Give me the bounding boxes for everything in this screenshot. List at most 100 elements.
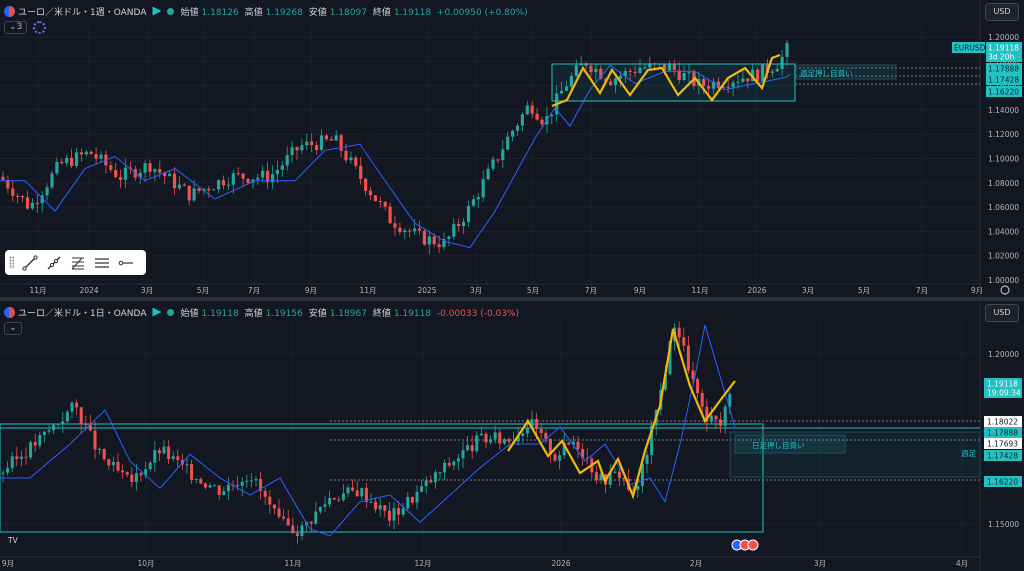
indicator-gear-icon[interactable] — [33, 21, 47, 34]
daily-candle — [295, 533, 299, 536]
weekly-candle — [217, 180, 221, 190]
annotation-box[interactable] — [795, 64, 897, 80]
weekly-candle — [707, 86, 711, 89]
daily-candle — [65, 411, 69, 422]
weekly-candle — [261, 170, 265, 178]
tradingview-logo: TV — [7, 536, 19, 545]
weekly-chart-title[interactable]: ユーロ／米ドル・1週・OANDA — [18, 7, 147, 18]
weekly-candle — [677, 70, 681, 81]
drawing-toolbar[interactable] — [5, 250, 146, 275]
weekly-candle — [114, 169, 118, 178]
pane-divider[interactable] — [0, 297, 1024, 301]
daily-candle — [567, 442, 571, 445]
weekly-candle — [207, 188, 211, 191]
flag-icon[interactable] — [152, 307, 162, 317]
time-tick-label: 11月 — [359, 286, 376, 295]
daily-candle — [217, 485, 221, 496]
flag-icon[interactable] — [152, 6, 162, 16]
price-tick-label: 1.10000 — [988, 155, 1019, 164]
daily-candle — [208, 485, 212, 488]
ray-tool[interactable] — [44, 254, 64, 272]
level-tag — [986, 86, 1022, 97]
price-tick-label: 1.20000 — [988, 33, 1019, 42]
weekly-candle — [177, 184, 181, 189]
weekly-candle — [609, 81, 613, 85]
daily-candle — [337, 499, 341, 501]
daily-candle — [558, 455, 562, 461]
weekly-moving-average-line — [0, 64, 791, 249]
daily-candle — [1, 472, 5, 474]
daily-chart-title[interactable]: ユーロ／米ドル・1日・OANDA — [18, 308, 147, 319]
countdown-label: 3d 20h — [988, 53, 1014, 62]
weekly-candle — [280, 165, 284, 170]
weekly-candle — [221, 180, 226, 186]
weekly-candle — [643, 67, 647, 69]
indicator-toggle[interactable]: ⌄ — [4, 322, 22, 335]
daily-candle — [272, 504, 276, 509]
weekly-candle — [564, 86, 569, 91]
weekly-chart-pane[interactable]: 1.200001.180001.160001.140001.120001.100… — [0, 0, 1024, 297]
weekly-candle — [172, 173, 177, 189]
weekly-candle — [94, 154, 98, 159]
time-tick-label: 11月 — [284, 559, 301, 568]
time-tick-label: 5月 — [197, 286, 209, 295]
time-tick-label: 9月 — [2, 559, 14, 568]
annotation-box[interactable] — [734, 434, 846, 454]
weekly-candle — [40, 195, 44, 204]
daily-candle — [608, 472, 612, 485]
weekly-candle — [349, 157, 353, 161]
currency-selector[interactable]: USD — [985, 304, 1019, 322]
weekly-candle — [594, 68, 598, 73]
weekly-candle — [408, 230, 412, 232]
daily-candle — [42, 431, 46, 436]
weekly-candle — [540, 119, 544, 125]
horizontal-ray-tool[interactable] — [116, 254, 136, 272]
weekly-candle — [462, 221, 466, 226]
weekly-candle — [442, 239, 446, 248]
weekly-candle — [202, 188, 206, 191]
daily-candle — [530, 419, 534, 429]
weekly-candle — [359, 165, 363, 179]
weekly-candle — [760, 64, 765, 81]
daily-chart-pane[interactable]: 1.20000 1.15000 9月 10月 11月 12月 2026 2月 3月 4月 日足押し目… — [0, 301, 1024, 571]
indicator-toggle[interactable]: ⌄ 3 — [4, 21, 28, 34]
weekly-candle — [687, 72, 691, 74]
weekly-candle — [315, 145, 319, 151]
daily-candle — [447, 462, 451, 466]
weekly-candle — [344, 150, 348, 161]
currency-selector[interactable]: USD — [985, 3, 1019, 21]
parallel-channel-tool[interactable] — [92, 254, 112, 272]
weekly-candle — [60, 161, 64, 164]
weekly-candle — [364, 178, 368, 191]
daily-candle — [410, 497, 414, 503]
daily-candle — [167, 446, 171, 460]
weekly-candle — [55, 161, 59, 174]
weekly-candle — [535, 113, 539, 120]
trend-line-tool[interactable] — [20, 254, 40, 272]
fib-tool[interactable] — [68, 254, 88, 272]
daily-candle — [645, 455, 649, 464]
weekly-candle — [682, 73, 686, 81]
drag-handle-icon[interactable] — [9, 256, 14, 269]
daily-candle — [107, 459, 111, 466]
daily-candle — [719, 419, 723, 426]
daily-chart-canvas[interactable]: 1.20000 1.15000 9月 10月 11月 12月 2026 2月 3月 4月 日足押し目… — [0, 301, 1024, 571]
daily-candle — [387, 510, 391, 521]
economic-event-icon[interactable] — [747, 539, 759, 551]
weekly-candle — [736, 81, 740, 83]
weekly-candle — [148, 163, 152, 172]
daily-zigzag-line[interactable] — [507, 328, 736, 500]
daily-candle — [236, 484, 240, 486]
weekly-zigzag-line[interactable] — [551, 53, 781, 108]
daily-candle — [355, 490, 359, 497]
symbol-tag-label: EURUSD — [954, 44, 986, 53]
market-status-icon — [167, 7, 175, 15]
weekly-candle — [123, 167, 128, 180]
axis-settings-icon[interactable] — [1000, 285, 1010, 295]
time-tick-label: 3月 — [802, 286, 814, 295]
weekly-chart-canvas[interactable]: 1.200001.180001.160001.140001.120001.100… — [0, 0, 1024, 297]
weekly-zone-box[interactable] — [0, 423, 764, 533]
daily-candle — [226, 484, 230, 492]
weekly-candle — [716, 81, 720, 88]
weekly-candle — [246, 178, 250, 183]
